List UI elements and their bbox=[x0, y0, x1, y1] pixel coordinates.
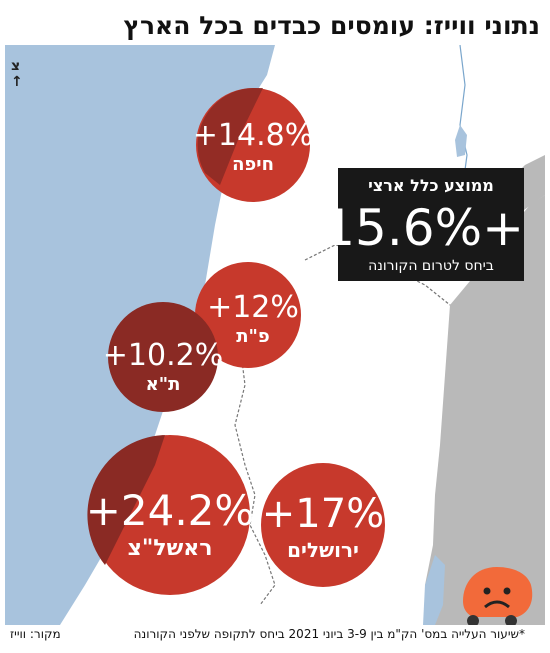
lake bbox=[455, 125, 467, 157]
waze-sad-icon bbox=[463, 567, 533, 625]
average-value: +15.6% bbox=[323, 199, 524, 257]
border-line bbox=[459, 45, 468, 186]
city-name-petah-tikva: פ"ת bbox=[236, 326, 270, 347]
average-subtitle: ביחס לטרום הקורונה bbox=[368, 258, 494, 274]
circle-petah-tikva bbox=[195, 262, 301, 368]
city-name-rishon: ראשל"צ bbox=[127, 536, 212, 561]
footnote: *שיעור העלייה במס' הק"מ בין 3-9 ביוני 20… bbox=[133, 627, 525, 641]
arrow-up-icon: ↑ bbox=[11, 74, 23, 90]
page-title: נתוני ווייז: עומסים כבדים בכל הארץ bbox=[123, 11, 540, 40]
north-arrow: צ ↑ bbox=[11, 58, 23, 90]
city-value-haifa: +14.8% bbox=[193, 118, 313, 153]
circle-jerusalem bbox=[261, 463, 385, 587]
average-label: ממוצע כלל ארצי bbox=[368, 176, 494, 195]
city-value-rishon: +24.2% bbox=[86, 486, 255, 535]
city-name-haifa: חיפה bbox=[232, 154, 274, 175]
circle-haifa-overlap bbox=[197, 88, 263, 185]
average-box: ממוצע כלל ארצי +15.6% ביחס לטרום הקורונה bbox=[323, 168, 524, 281]
city-value-petah-tikva: +12% bbox=[207, 290, 299, 325]
city-name-tel-aviv: ת"א bbox=[146, 374, 181, 395]
source: מקור: ווייז bbox=[10, 627, 61, 641]
city-value-tel-aviv: +10.2% bbox=[103, 338, 223, 373]
city-value-jerusalem: +17% bbox=[262, 491, 384, 537]
map: +14.8% חיפה +12% פ"ת +10.2% ת"א +24.2% ר… bbox=[5, 45, 545, 625]
circle-tel-aviv bbox=[108, 302, 218, 412]
lake bbox=[423, 555, 445, 625]
city-name-jerusalem: ירושלים bbox=[287, 538, 359, 562]
neighbor-territory bbox=[425, 195, 545, 625]
north-label: צ bbox=[11, 58, 21, 74]
circle-rishon-overlap bbox=[87, 434, 170, 565]
